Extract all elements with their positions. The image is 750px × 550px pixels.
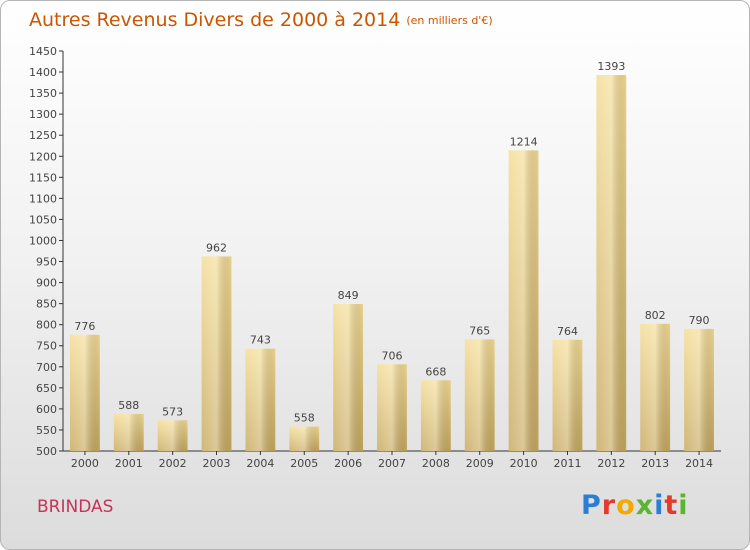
y-tick-label: 500: [36, 445, 57, 458]
data-label: 573: [162, 405, 183, 418]
y-tick-label: 900: [36, 277, 57, 290]
bar-highlight: [640, 323, 671, 451]
data-label: 558: [294, 412, 315, 425]
x-tick-label: 2013: [641, 457, 669, 470]
commune-name: BRINDAS: [37, 497, 114, 517]
x-tick-label: 2005: [290, 457, 318, 470]
y-tick-label: 1250: [29, 129, 57, 142]
y-tick-label: 1450: [29, 45, 57, 58]
x-tick-label: 2001: [115, 457, 143, 470]
logo-letter: r: [601, 490, 617, 521]
x-tick-label: 2007: [378, 457, 406, 470]
y-tick-label: 950: [36, 256, 57, 269]
data-label: 1214: [510, 135, 538, 148]
y-tick-label: 700: [36, 361, 57, 374]
x-axis: 2000 2001 2002 2003 2004 2005 2006 2007 2008 2009…: [63, 450, 721, 470]
x-tick-label: 2010: [510, 457, 538, 470]
chart-title: Autres Revenus Divers de 2000 à 2014 (en …: [29, 9, 493, 31]
bar-highlight: [70, 334, 100, 451]
x-tick-label: 2000: [71, 457, 99, 470]
bar-highlight: [201, 256, 232, 451]
data-label: 802: [645, 309, 666, 322]
y-axis: 500 550 600 650 700 750 800 850 900 950 1000 1050 11…: [29, 45, 64, 458]
y-tick-label: 1400: [29, 66, 57, 79]
x-tick-label: 2002: [159, 457, 187, 470]
x-tick-label: 2012: [597, 457, 625, 470]
data-label: 776: [74, 320, 95, 333]
bar-highlight: [420, 380, 451, 451]
data-label: 764: [557, 325, 578, 338]
logo-letter: x: [635, 490, 655, 521]
y-tick-label: 650: [36, 382, 57, 395]
bar-highlight: [552, 339, 583, 451]
data-label: 790: [689, 314, 710, 327]
data-label: 1393: [597, 60, 625, 73]
chart-title-text: Autres Revenus Divers de 2000 à 2014: [29, 9, 401, 31]
bars: 776 588 573 962 743 558 849 706 668 765 1214 764 139…: [70, 60, 714, 452]
y-tick-label: 800: [36, 319, 57, 332]
y-tick-label: 1350: [29, 87, 57, 100]
y-tick-label: 1150: [29, 171, 57, 184]
bar-highlight: [113, 413, 144, 451]
logo-letter: i: [654, 490, 665, 521]
data-label: 849: [338, 289, 359, 302]
x-tick-label: 2011: [553, 457, 581, 470]
bar-highlight: [596, 75, 627, 451]
x-tick-label: 2014: [685, 457, 713, 470]
x-tick-label: 2009: [466, 457, 494, 470]
bar-highlight: [245, 348, 276, 451]
chart-unit: (en milliers d'€): [406, 14, 493, 27]
bar-highlight: [333, 304, 364, 451]
proxiti-logo[interactable]: Proxiti: [581, 490, 689, 521]
data-label: 962: [206, 241, 227, 254]
x-tick-label: 2006: [334, 457, 362, 470]
bar-highlight: [464, 339, 495, 451]
logo-letter: P: [581, 490, 602, 521]
data-label: 588: [118, 399, 139, 412]
y-tick-label: 850: [36, 298, 57, 311]
x-tick-label: 2003: [203, 457, 231, 470]
data-label: 706: [382, 349, 403, 362]
data-label: 743: [250, 334, 271, 347]
x-tick-label: 2008: [422, 457, 450, 470]
y-tick-label: 1200: [29, 150, 57, 163]
y-tick-label: 1300: [29, 108, 57, 121]
logo-letter: o: [616, 490, 636, 521]
logo-letter: i: [678, 490, 689, 521]
y-tick-label: 550: [36, 424, 57, 437]
data-label: 668: [425, 365, 446, 378]
y-tick-label: 1100: [29, 192, 57, 205]
bar-highlight: [289, 426, 320, 451]
bar-highlight: [377, 364, 407, 451]
y-tick-label: 1050: [29, 213, 57, 226]
bar-highlight: [684, 328, 714, 451]
x-tick-label: 2004: [246, 457, 274, 470]
y-tick-label: 1000: [29, 234, 57, 247]
logo-letter: t: [664, 490, 679, 521]
data-label: 765: [469, 324, 490, 337]
y-tick-label: 750: [36, 340, 57, 353]
y-tick-label: 600: [36, 403, 57, 416]
bar-highlight: [508, 150, 539, 452]
bar-highlight: [157, 420, 188, 451]
